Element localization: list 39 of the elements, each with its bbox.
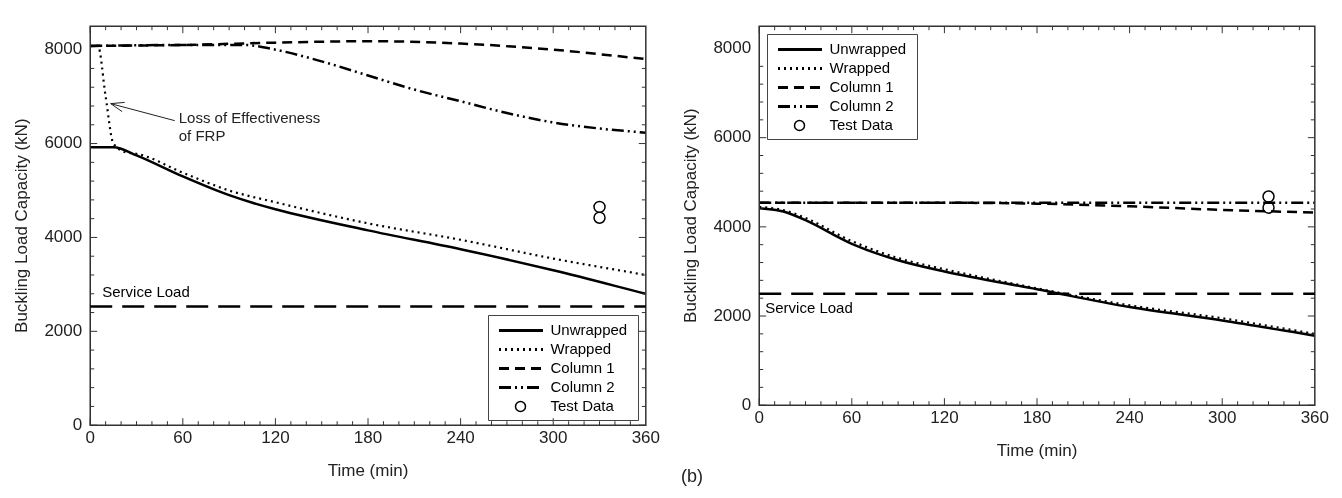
y-tick-label: 6000 — [713, 127, 752, 147]
x-axis-title: Time (min) — [327, 461, 409, 481]
x-tick-label: 300 — [1208, 408, 1237, 428]
legend-label: Unwrapped — [829, 39, 907, 57]
x-tick-label: 360 — [631, 428, 661, 448]
legend-label: Wrapped — [829, 58, 891, 76]
x-tick-label: 240 — [446, 428, 475, 448]
x-tick-label: 120 — [930, 408, 959, 428]
legend-label: Column 1 — [550, 358, 615, 376]
annotation: Loss of Effectiveness of FRP — [178, 109, 321, 145]
x-tick-label: 120 — [261, 428, 290, 448]
y-tick-label: 8000 — [44, 39, 83, 59]
y-tick-label: 0 — [741, 394, 752, 414]
ref-line-label: Service Load — [765, 299, 853, 317]
text: (b) — [681, 465, 703, 486]
y-axis-title: Buckling Load Capacity (kN) — [11, 118, 31, 333]
x-tick-label: 60 — [842, 408, 862, 428]
legend-label: Column 1 — [829, 77, 894, 95]
x-tick-label: 300 — [539, 428, 568, 448]
y-tick-label: 8000 — [713, 38, 752, 58]
x-tick-label: 240 — [1115, 408, 1144, 428]
x-tick-label: 180 — [1022, 408, 1052, 428]
x-tick-label: 360 — [1300, 408, 1330, 428]
x-axis-title: Time (min) — [996, 441, 1078, 461]
x-tick-label: 60 — [173, 428, 193, 448]
ref-line-label: Service Load — [102, 283, 190, 301]
y-tick-label: 2000 — [44, 321, 83, 341]
y-tick-label: 4000 — [713, 216, 752, 236]
y-tick-label: 4000 — [44, 227, 83, 247]
legend-label: Unwrapped — [550, 320, 628, 338]
x-tick-label: 180 — [353, 428, 383, 448]
legend-label: Column 2 — [550, 377, 615, 395]
y-tick-label: 2000 — [713, 305, 752, 325]
legend-label: Test Data — [550, 396, 615, 414]
y-axis-title: Buckling Load Capacity (kN) — [680, 108, 700, 323]
y-tick-label: 6000 — [44, 133, 83, 153]
legend-label: Test Data — [829, 115, 894, 133]
legend-label: Column 2 — [829, 96, 894, 114]
legend-label: Wrapped — [550, 339, 612, 357]
